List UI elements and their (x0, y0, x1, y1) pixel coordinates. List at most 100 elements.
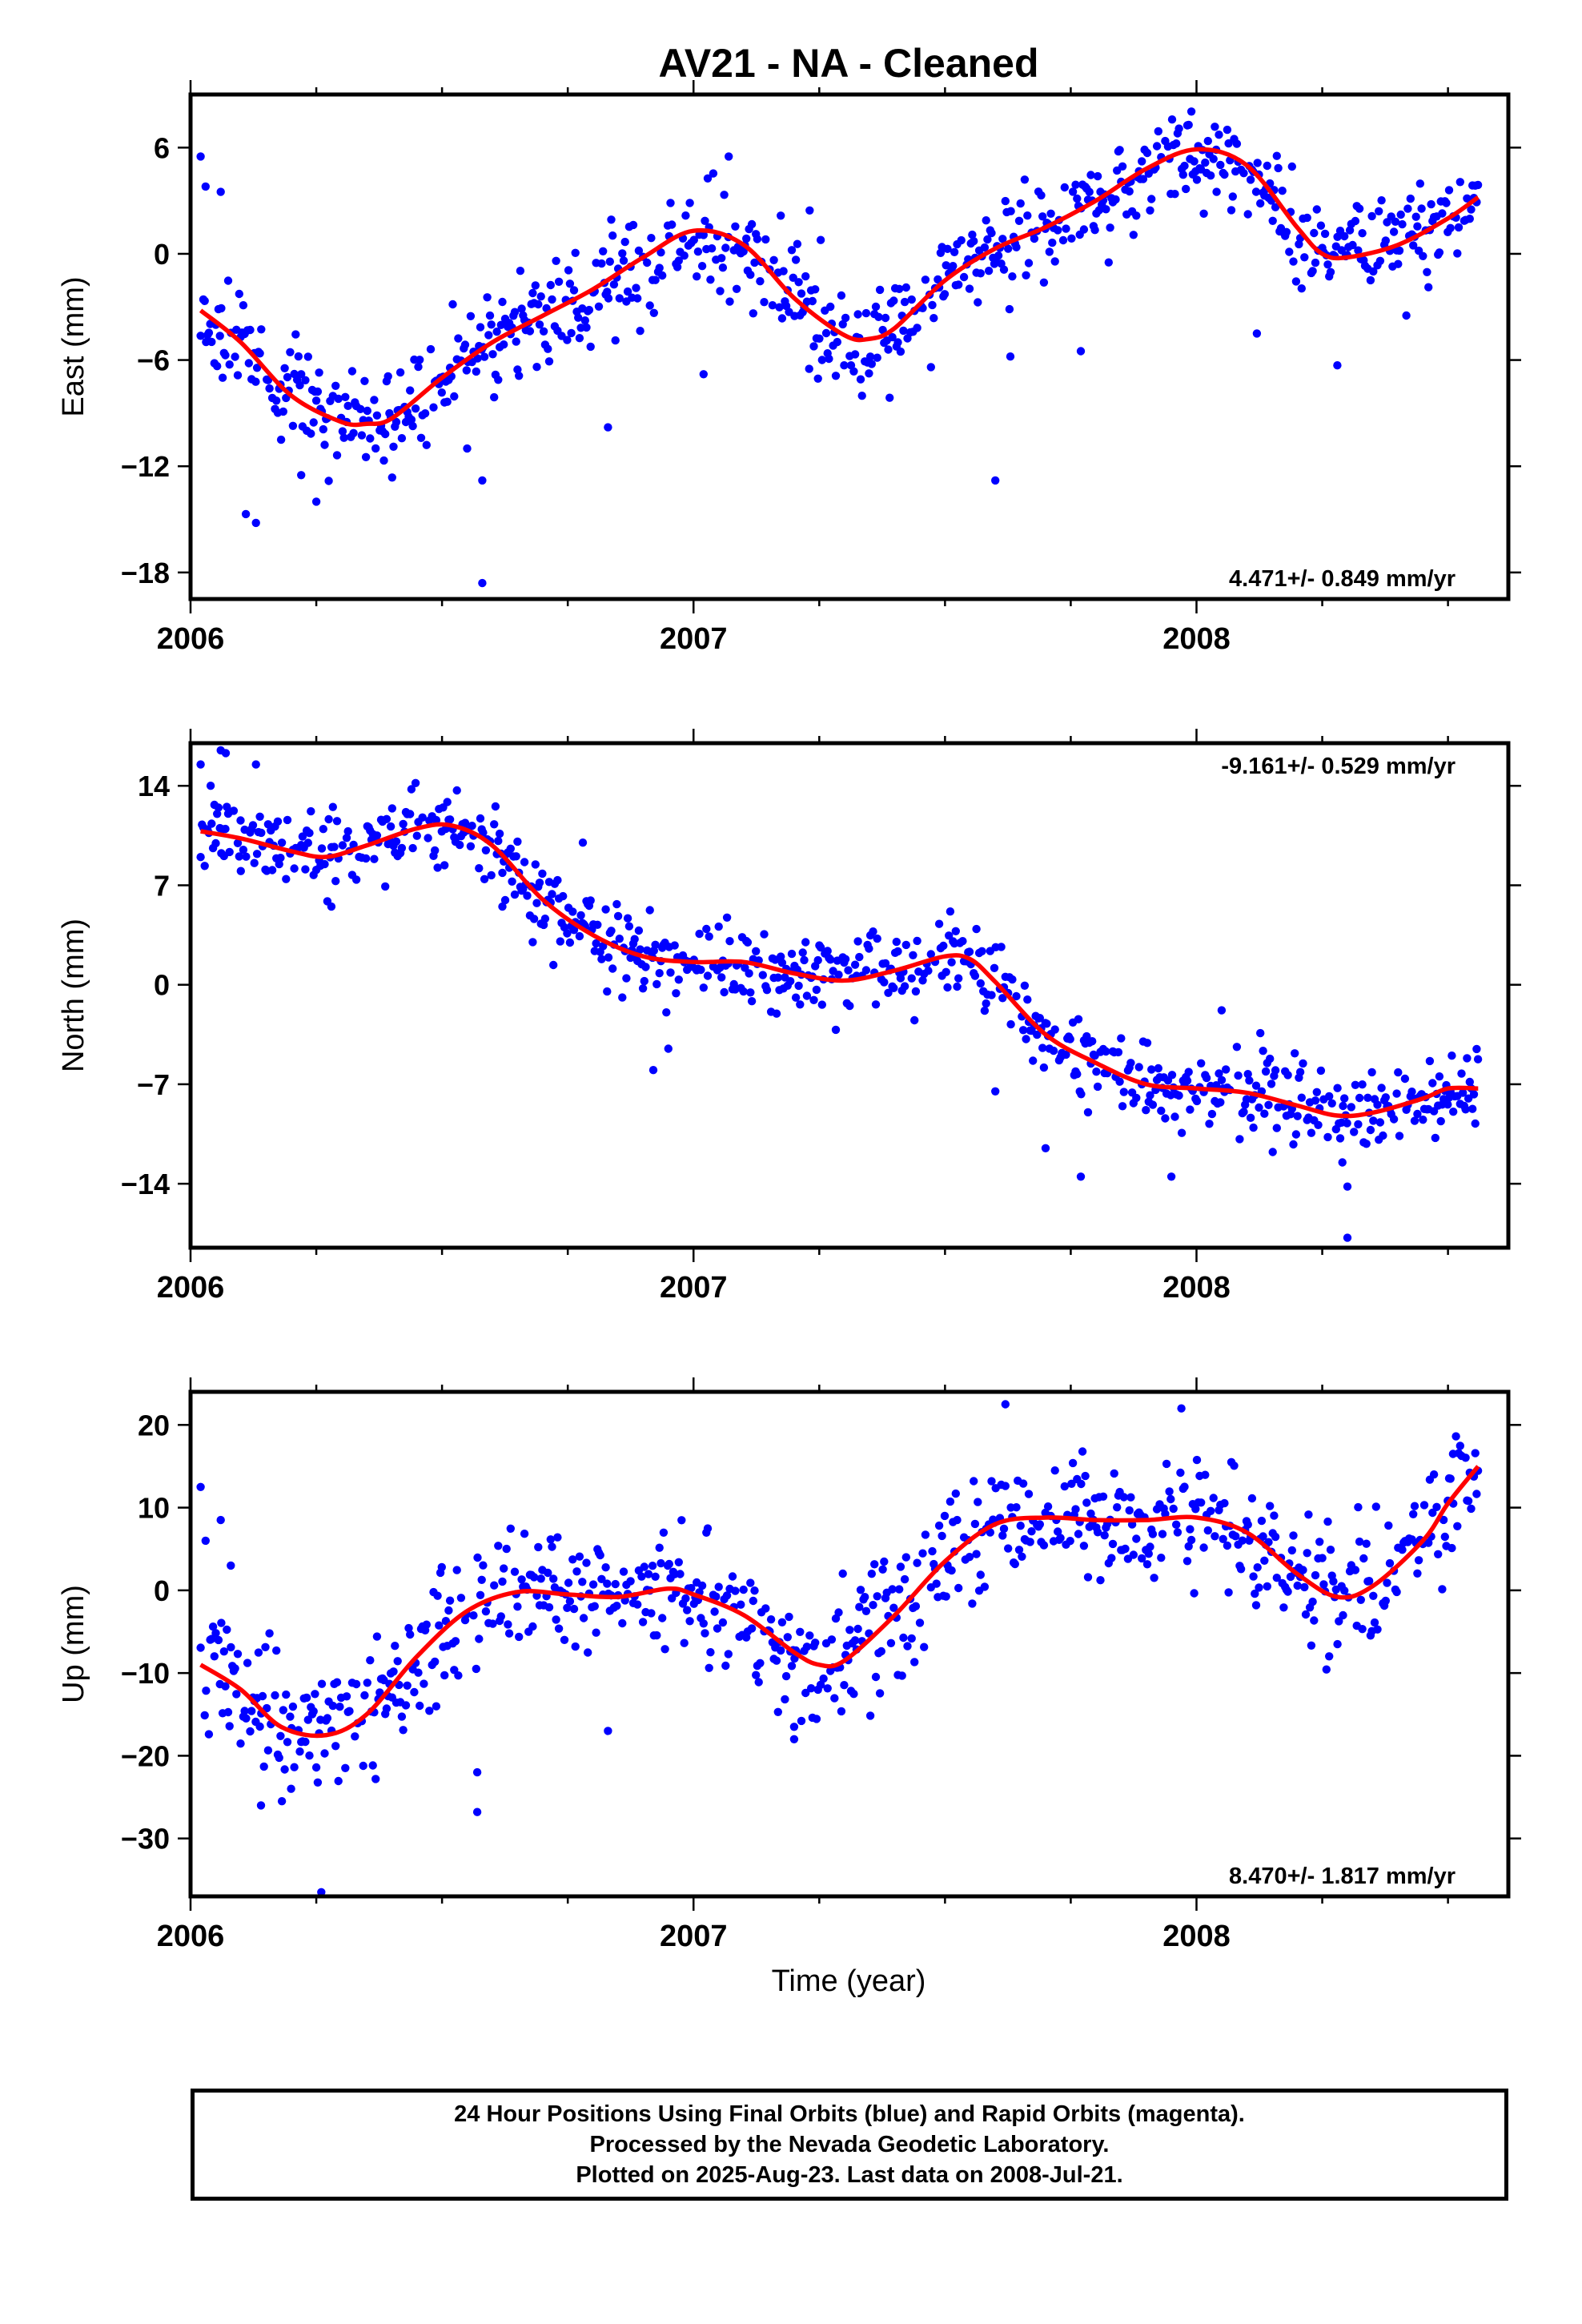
data-point (520, 858, 529, 866)
data-point (315, 368, 323, 377)
data-point (1255, 1103, 1263, 1112)
data-point (798, 948, 807, 957)
data-point (636, 945, 644, 954)
data-point (913, 1558, 921, 1567)
x-tick-label: 2008 (1162, 622, 1231, 656)
data-point (633, 1600, 642, 1609)
data-point (1117, 1034, 1126, 1043)
data-point (1299, 1566, 1307, 1574)
data-point (1260, 1109, 1269, 1118)
data-point (892, 937, 901, 947)
data-point (1370, 1618, 1379, 1627)
data-point (560, 1635, 569, 1644)
data-point (301, 376, 310, 384)
data-point (940, 1511, 950, 1521)
data-point (1154, 1063, 1163, 1073)
data-point (1365, 1577, 1374, 1586)
data-point (796, 1627, 805, 1637)
data-point (1351, 1080, 1360, 1090)
data-point (775, 303, 784, 312)
data-point (1022, 1035, 1030, 1043)
data-point (277, 1797, 287, 1806)
data-point (840, 1681, 849, 1690)
data-point (1362, 1539, 1371, 1548)
data-point (1381, 1596, 1391, 1606)
data-point (725, 297, 734, 306)
data-point (211, 838, 220, 848)
plot-frame (188, 92, 1511, 601)
data-point (1223, 1541, 1232, 1550)
data-point (1049, 1046, 1058, 1055)
data-point (1246, 175, 1255, 184)
data-point (1318, 1554, 1327, 1562)
data-point (1362, 1140, 1371, 1148)
data-point (785, 1612, 793, 1622)
data-point (823, 1684, 832, 1693)
data-point (1071, 180, 1080, 189)
data-point (1381, 236, 1391, 245)
data-point (1006, 1019, 1015, 1029)
data-point (647, 234, 656, 243)
data-point (211, 1629, 220, 1638)
data-point (1384, 1521, 1393, 1530)
data-point (1308, 1597, 1317, 1606)
data-point (472, 1664, 480, 1674)
data-point (841, 955, 850, 963)
data-point (1012, 243, 1021, 251)
data-point (582, 323, 591, 332)
data-point (950, 247, 959, 256)
data-point (1375, 256, 1385, 265)
data-point (1020, 175, 1030, 184)
data-point (1184, 1068, 1193, 1076)
data-point (938, 1531, 946, 1541)
data-point (334, 1776, 343, 1786)
data-point (1323, 1132, 1332, 1142)
data-point (491, 802, 500, 811)
data-point (797, 1716, 806, 1726)
y-axis-label: North (mm) (57, 919, 90, 1072)
data-point (907, 295, 916, 304)
data-point (1172, 139, 1181, 148)
data-point (1391, 217, 1400, 226)
data-point (1251, 1081, 1261, 1090)
data-point (288, 1702, 298, 1711)
data-point (861, 308, 871, 318)
data-point (512, 337, 520, 346)
data-point (242, 852, 251, 861)
data-point (546, 280, 555, 290)
data-point (1283, 1587, 1292, 1596)
data-point (538, 869, 547, 879)
data-point (349, 428, 358, 437)
data-point (896, 1562, 905, 1571)
data-point (1243, 79, 1251, 87)
data-point (332, 1678, 342, 1687)
data-point (983, 235, 992, 244)
data-point (1086, 171, 1095, 179)
data-point (982, 216, 990, 225)
data-point (706, 1648, 715, 1657)
data-point (746, 1578, 755, 1587)
data-point (1118, 1102, 1127, 1111)
data-point (255, 349, 264, 358)
data-point (1270, 1511, 1279, 1520)
data-point (693, 272, 701, 281)
data-point (498, 868, 507, 878)
data-point (1469, 1090, 1479, 1099)
x-tick-label: 2008 (1162, 1271, 1231, 1305)
data-point (1093, 1082, 1102, 1092)
outlier-point (1212, 187, 1221, 196)
data-point (881, 313, 890, 323)
data-point (769, 255, 778, 264)
data-point (584, 1648, 592, 1657)
data-point (815, 334, 824, 343)
data-point (702, 924, 711, 934)
data-point (275, 1753, 283, 1763)
data-point (576, 911, 585, 920)
data-point (874, 312, 883, 321)
data-point (674, 1558, 683, 1567)
data-point (529, 1573, 539, 1582)
data-point (901, 283, 911, 292)
outlier-point (206, 782, 215, 790)
data-point (407, 785, 416, 794)
